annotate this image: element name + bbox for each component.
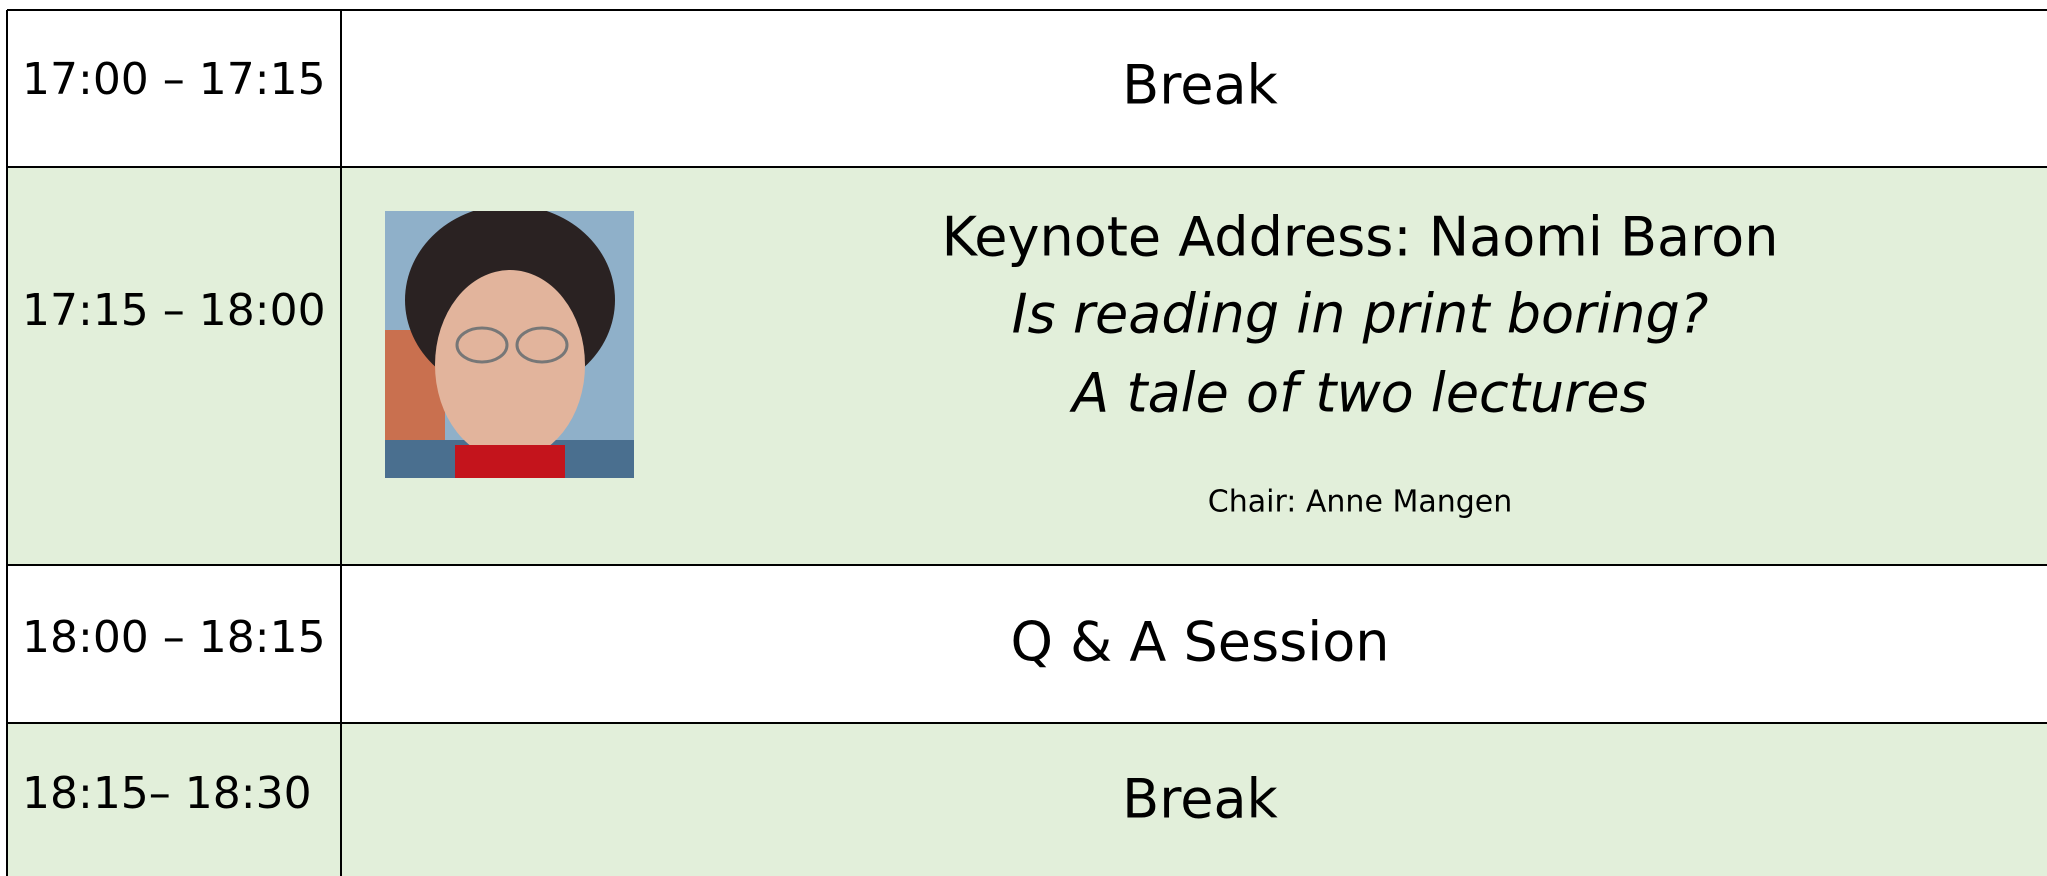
session-title: Break — [1122, 768, 1278, 831]
time-label: 18:15– 18:30 — [22, 768, 312, 819]
session-title: Keynote Address: Naomi Baron — [942, 206, 1779, 269]
session-title: Q & A Session — [1010, 611, 1389, 674]
table-borders — [6, 9, 2047, 876]
time-label: 17:00 – 17:15 — [22, 54, 326, 105]
talk-title: Is reading in print boring? — [1012, 283, 1709, 346]
row-background — [7, 167, 2047, 565]
chair: Chair: Anne Mangen — [1208, 485, 1512, 520]
talk-title: A tale of two lectures — [1069, 362, 1647, 425]
speaker-photo — [385, 211, 634, 478]
time-label: 18:00 – 18:15 — [22, 612, 326, 663]
row-background — [7, 723, 2047, 876]
session-title: Break — [1122, 54, 1278, 117]
time-label: 17:15 – 18:00 — [22, 285, 326, 336]
